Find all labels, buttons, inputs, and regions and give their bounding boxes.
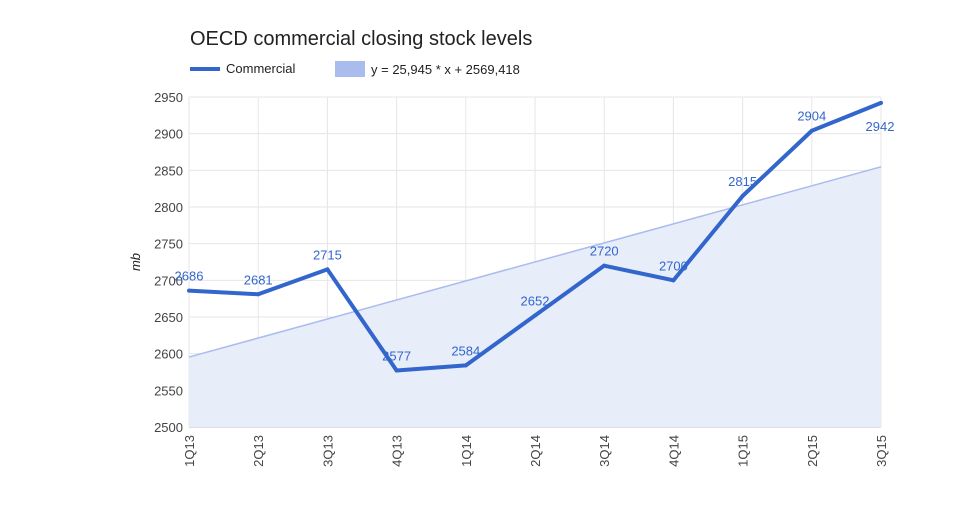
data-label: 2577	[382, 349, 411, 364]
legend-swatch-commercial	[190, 66, 220, 71]
data-point[interactable]	[187, 288, 191, 293]
data-label: 2681	[244, 272, 273, 287]
y-tick-label: 2750	[154, 237, 183, 252]
data-labels: 2686 2681 2715 2577 2584 2652 2720 2700 2815 2904…	[175, 100, 895, 373]
y-axis-title: mb	[128, 253, 143, 271]
data-point[interactable]	[463, 363, 468, 368]
y-tick-label: 2800	[154, 200, 183, 215]
x-tick-label: 3Q15	[874, 435, 889, 467]
legend-swatch-trendline	[335, 61, 365, 77]
data-point[interactable]	[325, 267, 330, 272]
y-tick-label: 2850	[154, 163, 183, 178]
legend-label-commercial: Commercial	[226, 61, 296, 76]
data-label: 2904	[797, 109, 826, 124]
x-tick-label: 2Q13	[251, 435, 266, 467]
data-point[interactable]	[394, 368, 399, 373]
x-tick-label: 3Q13	[320, 435, 335, 467]
x-tick-label: 1Q15	[736, 435, 751, 467]
data-label: 2942	[866, 119, 895, 134]
legend-item-trendline[interactable]: y = 25,945 * x + 2569,418	[335, 61, 520, 77]
x-tick-label: 2Q15	[805, 435, 820, 467]
data-label: 2686	[175, 269, 204, 284]
data-point[interactable]	[533, 313, 537, 318]
x-tick-label: 1Q13	[182, 435, 197, 467]
y-axis-ticks: 2500 2550 2600 2650 2700 2750 2800 2850 2900 2950	[154, 90, 183, 435]
data-label: 2815	[728, 174, 757, 189]
trendline	[188, 166, 882, 358]
legend-item-commercial[interactable]: Commercial	[190, 61, 295, 76]
data-label: 2584	[451, 343, 480, 358]
y-tick-label: 2950	[154, 90, 183, 105]
data-point[interactable]	[879, 100, 883, 105]
data-point[interactable]	[602, 263, 607, 268]
data-label: 2700	[659, 258, 688, 273]
y-tick-label: 2650	[154, 310, 183, 325]
data-point[interactable]	[740, 194, 745, 198]
x-tick-label: 1Q14	[459, 435, 474, 467]
y-tick-label: 2700	[154, 273, 183, 288]
x-axis-ticks: 1Q13 2Q13 3Q13 4Q13 1Q14 2Q14 3Q14 4Q14 1Q15 2Q15…	[182, 435, 889, 467]
chart-title: OECD commercial closing stock levels	[190, 28, 533, 50]
y-tick-label: 2900	[154, 127, 183, 142]
area-fill	[189, 166, 881, 427]
x-tick-label: 2Q14	[528, 435, 543, 467]
data-point[interactable]	[256, 292, 261, 297]
data-label: 2720	[590, 244, 619, 259]
x-tick-label: 4Q14	[666, 435, 681, 467]
data-label: 2652	[521, 294, 550, 309]
y-tick-label: 2500	[154, 420, 183, 435]
data-point[interactable]	[809, 128, 814, 133]
data-label: 2715	[313, 247, 342, 262]
legend-label-trendline: y = 25,945 * x + 2569,418	[371, 61, 520, 77]
y-tick-label: 2550	[154, 383, 183, 398]
y-tick-label: 2600	[154, 347, 183, 362]
x-tick-label: 4Q13	[390, 435, 405, 467]
x-tick-label: 3Q14	[597, 435, 612, 467]
data-point[interactable]	[671, 278, 676, 283]
